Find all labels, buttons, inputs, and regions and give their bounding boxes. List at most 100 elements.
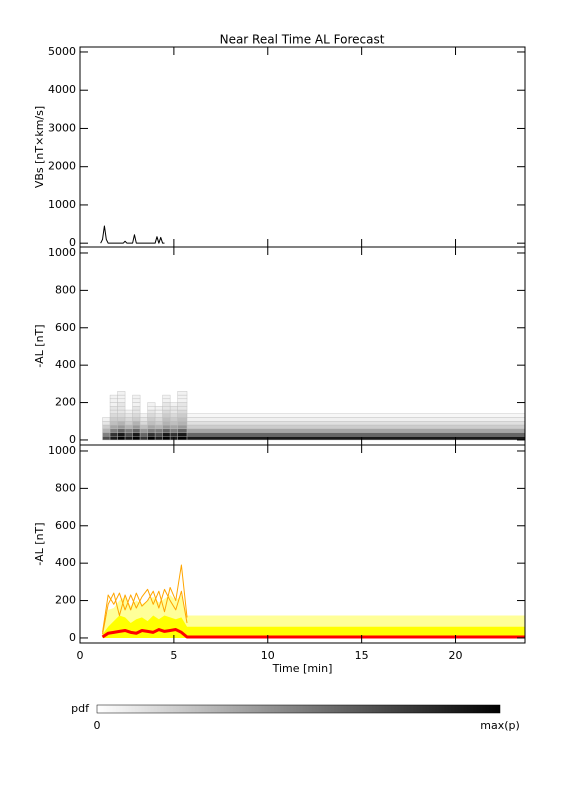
pdf-cell xyxy=(169,409,178,414)
y-tick-label: 1000 xyxy=(48,246,76,259)
axes-frame xyxy=(79,444,526,644)
pdf-cell xyxy=(147,421,156,426)
pdf-cell xyxy=(177,406,188,411)
pdf-cell xyxy=(132,406,141,411)
pdf-cell xyxy=(102,432,111,437)
pdf-cell xyxy=(162,424,171,429)
pdf-cell xyxy=(132,436,141,441)
pdf-cell xyxy=(109,428,118,433)
pdf-cell xyxy=(186,413,525,418)
pdf-cell xyxy=(186,424,525,429)
pdf-cell xyxy=(117,398,126,403)
pdf-cell xyxy=(154,432,163,437)
pdf-cell xyxy=(177,402,188,407)
pdf-cell xyxy=(177,421,188,426)
pdf-cell xyxy=(162,406,171,411)
pdf-cell xyxy=(139,417,148,422)
pdf-cell xyxy=(147,432,156,437)
pdf-cell xyxy=(109,432,118,437)
line xyxy=(100,225,165,244)
pdf-cell xyxy=(186,428,525,433)
pdf-cell xyxy=(124,432,133,437)
pdf-cell xyxy=(117,391,126,396)
pdf-cell xyxy=(117,409,126,414)
pdf-cell xyxy=(102,421,111,426)
y-tick-label: 2000 xyxy=(48,160,76,173)
pdf-cell xyxy=(109,413,118,418)
pdf-cell xyxy=(102,424,111,429)
plot-area xyxy=(100,225,165,244)
y-tick-label: 200 xyxy=(55,594,76,607)
pdf-cell xyxy=(117,413,126,418)
plot-area xyxy=(101,564,525,639)
pdf-cell xyxy=(117,417,126,422)
pdf-cell xyxy=(117,406,126,411)
pdf-cell xyxy=(177,394,188,400)
pdf-cell xyxy=(177,398,188,403)
pdf-cell xyxy=(102,436,111,441)
pdf-cell xyxy=(117,424,126,429)
area xyxy=(102,615,525,638)
y-axis-label: -AL [nT] xyxy=(33,324,46,367)
x-axis-label: Time [min] xyxy=(272,662,333,675)
pdf-cell xyxy=(147,428,156,433)
pdf-cell xyxy=(132,432,141,437)
pdf-cell xyxy=(139,428,148,433)
pdf-cell xyxy=(124,417,133,422)
y-tick-label: 0 xyxy=(69,631,76,644)
pdf-cell xyxy=(132,402,141,407)
pdf-cell xyxy=(132,394,141,400)
pdf-cell xyxy=(154,417,163,422)
pdf-cell xyxy=(169,413,178,418)
pdf-cell xyxy=(132,428,141,433)
pdf-cell xyxy=(186,432,525,437)
x-tick-label: 20 xyxy=(449,649,463,662)
y-tick-label: 0 xyxy=(69,433,76,446)
pdf-cell xyxy=(162,409,171,414)
pdf-cell xyxy=(169,402,178,407)
pdf-cell xyxy=(177,409,188,414)
pdf-cell xyxy=(186,417,525,422)
pdf-cell xyxy=(124,421,133,426)
pdf-cell xyxy=(109,406,118,411)
y-tick-label: 4000 xyxy=(48,83,76,96)
pdf-cell xyxy=(154,421,163,426)
pdf-cell xyxy=(109,417,118,422)
pdf-cell xyxy=(169,406,178,411)
y-tick-label: 5000 xyxy=(48,45,76,58)
pdf-cell xyxy=(147,424,156,429)
pdf-cell xyxy=(154,424,163,429)
pdf-cell xyxy=(147,436,156,441)
y-tick-label: 800 xyxy=(55,283,76,296)
pdf-cell xyxy=(109,424,118,429)
pdf-cell xyxy=(102,428,111,433)
pdf-cell xyxy=(132,424,141,429)
pdf-cell xyxy=(147,406,156,411)
pdf-cell xyxy=(177,391,188,396)
pdf-cell xyxy=(124,424,133,429)
pdf-cell xyxy=(132,409,141,414)
pdf-cell xyxy=(124,413,133,418)
pdf-cell xyxy=(162,428,171,433)
pdf-cell xyxy=(109,398,118,403)
pdf-cell xyxy=(132,398,141,403)
pdf-cell xyxy=(177,428,188,433)
y-axis-label: -AL [nT] xyxy=(33,522,46,565)
y-tick-label: 0 xyxy=(69,236,76,249)
pdf-cell xyxy=(154,406,163,411)
pdf-cell xyxy=(117,402,126,407)
y-tick-label: 400 xyxy=(55,556,76,569)
y-tick-label: 600 xyxy=(55,519,76,532)
pdf-cell xyxy=(177,424,188,429)
pdf-cell xyxy=(154,413,163,418)
pdf-cell xyxy=(169,421,178,426)
pdf-cell xyxy=(124,409,133,414)
pdf-cell xyxy=(109,421,118,426)
y-tick-label: 3000 xyxy=(48,121,76,134)
pdf-cell xyxy=(109,409,118,414)
x-tick-label: 0 xyxy=(77,649,84,662)
pdf-cell xyxy=(162,413,171,418)
pdf-cell xyxy=(147,402,156,407)
pdf-cell xyxy=(139,421,148,426)
